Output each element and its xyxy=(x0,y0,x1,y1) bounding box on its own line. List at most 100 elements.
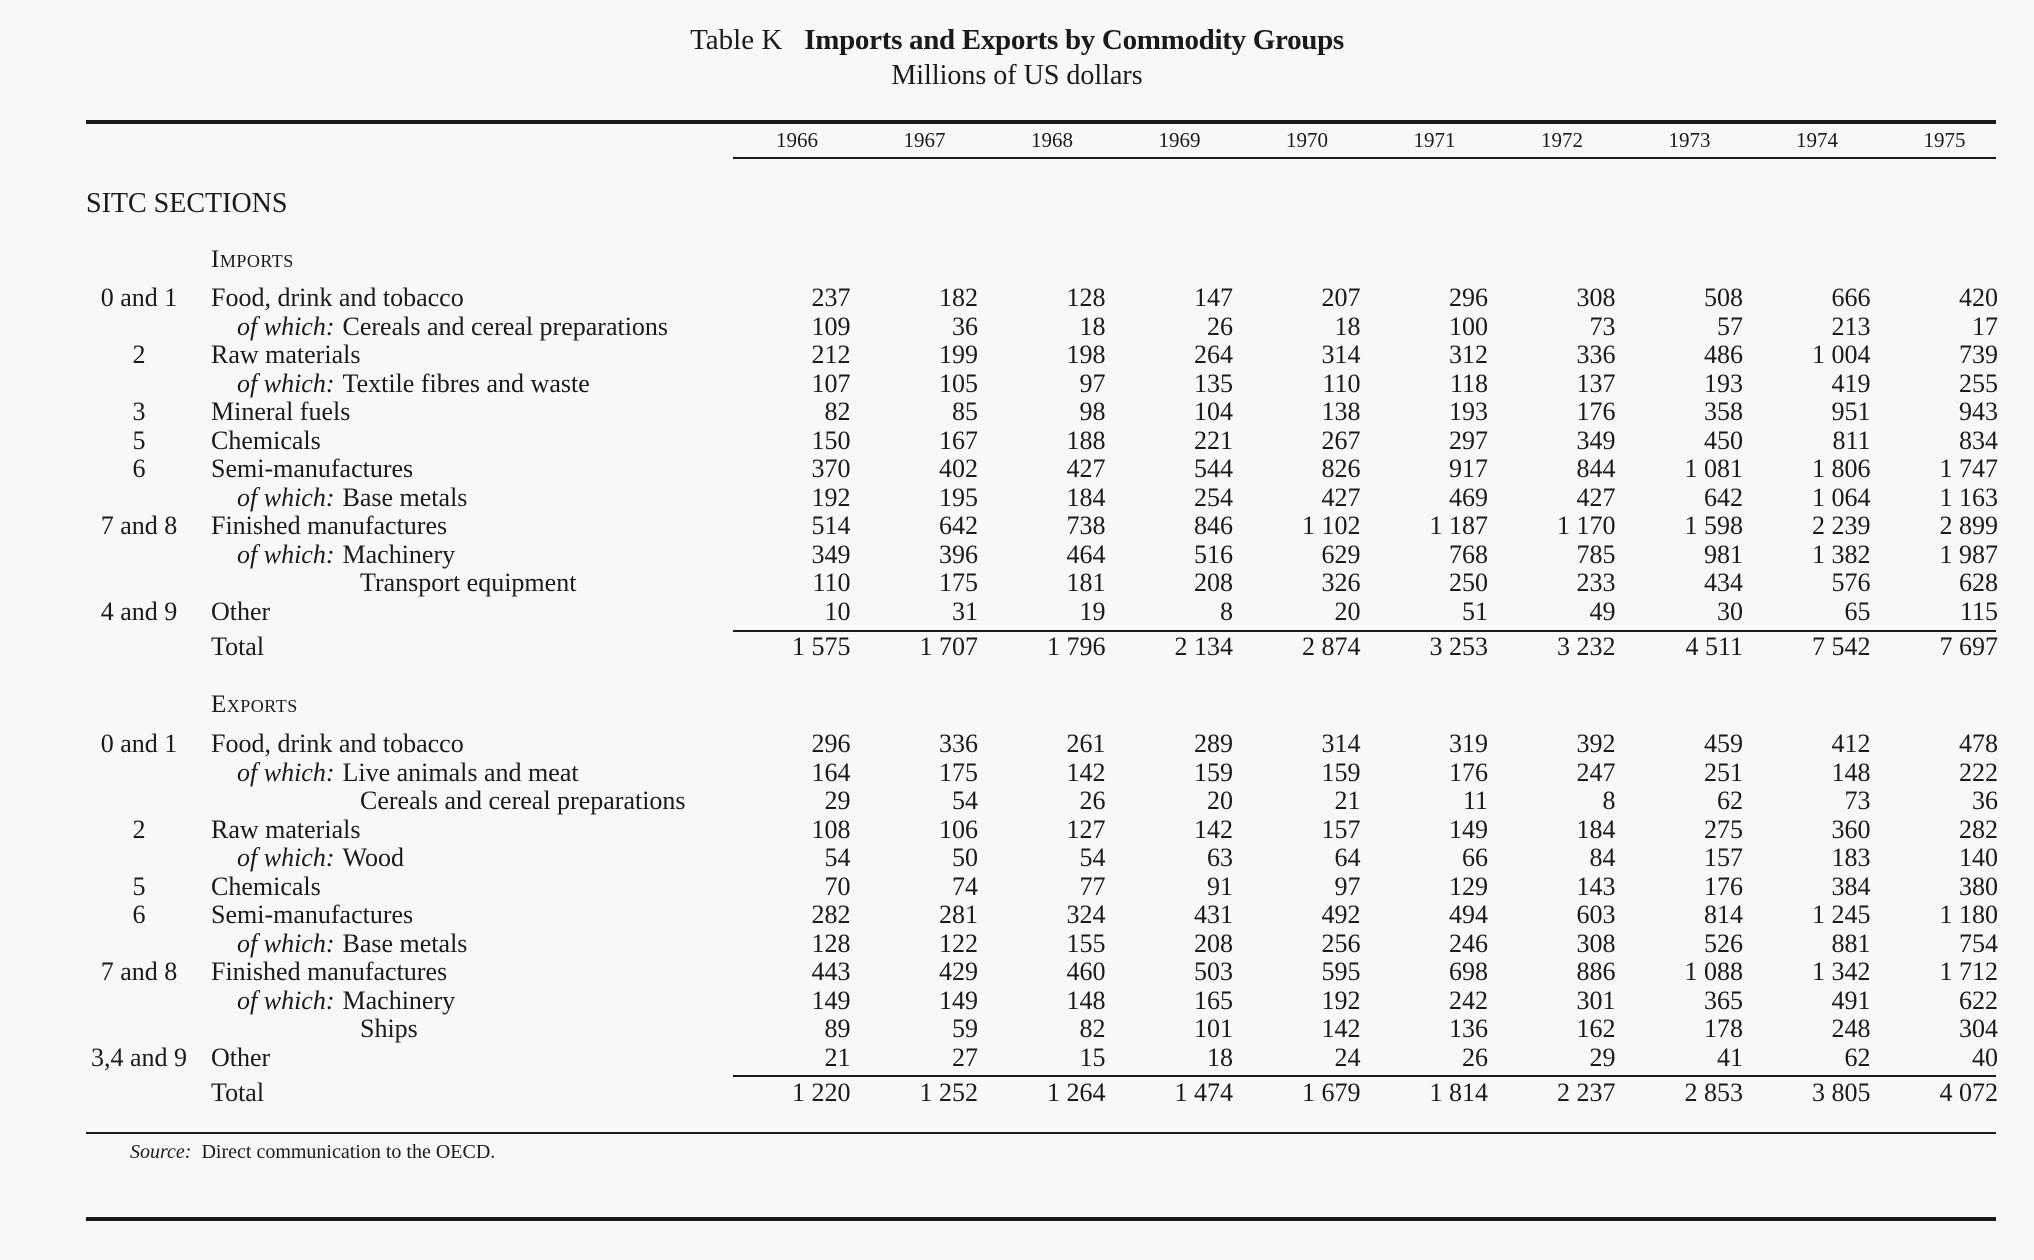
table-cell: 100 xyxy=(1449,311,1488,341)
table-cell: 275 xyxy=(1704,814,1743,844)
table-cell: 254 xyxy=(1194,482,1233,512)
table-row: of which: Base metals 192 195 184 254 427 469 42… xyxy=(0,483,2034,512)
total-cell: 2 853 xyxy=(1684,1078,1744,1107)
table-cell: 1 382 xyxy=(1812,539,1871,569)
table-cell: 127 xyxy=(1066,814,1106,844)
table-cell: 246 xyxy=(1449,928,1488,958)
row-label-text: Other xyxy=(211,596,271,626)
table-cell: 450 xyxy=(1704,425,1743,455)
table-cell: 844 xyxy=(1576,454,1616,483)
total-cell: 4 072 xyxy=(1939,1078,1999,1107)
table-cell: 526 xyxy=(1704,928,1743,958)
table-cell: 296 xyxy=(1449,283,1488,312)
table-cell: 349 xyxy=(811,539,851,569)
table-cell: 40 xyxy=(1972,1042,1998,1072)
table-cell: 1 163 xyxy=(1939,482,1999,512)
table-cell: 208 xyxy=(1194,568,1233,597)
table-cell: 73 xyxy=(1844,786,1871,815)
table-cell: 221 xyxy=(1194,425,1233,455)
table-row: 2 Raw materials 108 106 127 142 157 149 184 275 36… xyxy=(0,815,2034,844)
table-cell: 1 180 xyxy=(1939,900,1999,929)
table-cell: 420 xyxy=(1959,283,1998,312)
sitc-code: 3,4 and 9 xyxy=(90,1042,188,1072)
table-cell: 74 xyxy=(952,871,978,901)
sitc-code: 2 xyxy=(132,814,146,844)
table-cell: 233 xyxy=(1576,568,1616,597)
table-cell: 2 239 xyxy=(1812,511,1871,540)
table-cell: 135 xyxy=(1194,368,1233,398)
table-cell: 181 xyxy=(1066,568,1106,597)
row-label-text: Raw materials xyxy=(211,340,361,369)
total-cell: 2 134 xyxy=(1174,632,1234,661)
table-row: Ships 89 59 82 101 142 136 162 178 248 304 xyxy=(0,1014,2034,1043)
year-header-rule xyxy=(733,157,1996,159)
table-cell: 18 xyxy=(1334,311,1361,341)
table-cell: 429 xyxy=(939,957,978,986)
table-cell: 20 xyxy=(1334,596,1361,626)
year-header-9: 1975 xyxy=(1923,128,1966,152)
table-cell: 62 xyxy=(1844,1042,1871,1072)
table-cell: 140 xyxy=(1959,843,1998,872)
table-cell: 162 xyxy=(1576,1014,1616,1043)
table-cell: 811 xyxy=(1832,425,1871,455)
table-cell: 282 xyxy=(811,900,851,929)
row-label: Finished manufactures xyxy=(211,511,447,540)
row-label: Other xyxy=(211,597,270,626)
table-cell: 296 xyxy=(811,729,851,758)
of-which-prefix: of which: xyxy=(237,368,335,398)
table-cell: 192 xyxy=(1321,985,1361,1015)
table-cell: 1 081 xyxy=(1684,454,1744,483)
total-cell: 1 679 xyxy=(1302,1078,1361,1107)
sitc-code: 5 xyxy=(132,871,146,901)
table-cell: 492 xyxy=(1321,900,1361,929)
sitc-code: 7 and 8 xyxy=(100,957,178,986)
table-cell: 106 xyxy=(939,814,978,844)
table-cell: 494 xyxy=(1449,900,1488,929)
table-cell: 402 xyxy=(939,454,978,483)
row-label-text: Transport equipment xyxy=(360,568,577,597)
row-label: Food, drink and tobacco xyxy=(211,283,464,312)
table-cell: 128 xyxy=(1066,283,1106,312)
table-cell: 443 xyxy=(811,957,851,986)
table-cell: 247 xyxy=(1576,757,1616,787)
table-row: of which: Machinery 149 149 148 165 192 242 301 3… xyxy=(0,986,2034,1015)
table-cell: 193 xyxy=(1449,397,1488,426)
table-cell: 15 xyxy=(1079,1042,1106,1072)
sitc-code: 7 and 8 xyxy=(100,511,178,540)
row-label-text: Food, drink and tobacco xyxy=(211,729,464,758)
table-cell: 242 xyxy=(1449,985,1488,1015)
table-cell: 392 xyxy=(1576,729,1616,758)
table-cell: 193 xyxy=(1704,368,1743,398)
table-cell: 8 xyxy=(1602,786,1616,815)
table-row: 7 and 8 Finished manufactures 443 429 460 503… xyxy=(0,957,2034,986)
table-cell: 184 xyxy=(1576,814,1616,844)
table-cell: 149 xyxy=(939,985,978,1015)
table-cell: 184 xyxy=(1066,482,1106,512)
table-row: of which: Cereals and cereal preparations… xyxy=(0,312,2034,341)
table-cell: 176 xyxy=(1449,757,1488,787)
table-cell: 1 598 xyxy=(1684,511,1744,540)
sitc-code: 6 xyxy=(132,454,146,483)
row-label-text: Wood xyxy=(342,843,404,872)
table-cell: 358 xyxy=(1704,397,1743,426)
table-cell: 1 987 xyxy=(1939,539,1999,569)
table-cell: 142 xyxy=(1066,757,1106,787)
of-which-prefix: of which: xyxy=(237,311,335,341)
table-title: Table K Imports and Exports by Commodity … xyxy=(0,22,2034,58)
table-row: Transport equipment 110 175 181 208 326 250 233… xyxy=(0,568,2034,597)
table-cell: 642 xyxy=(939,511,978,540)
table-cell: 82 xyxy=(824,397,851,426)
table-cell: 208 xyxy=(1194,928,1233,958)
table-cell: 370 xyxy=(811,454,851,483)
table-cell: 434 xyxy=(1704,568,1743,597)
table-cell: 122 xyxy=(939,928,978,958)
imports-heading: Imports xyxy=(211,246,294,273)
table-cell: 981 xyxy=(1704,539,1743,569)
table-cell: 222 xyxy=(1959,757,1998,787)
year-header-7: 1973 xyxy=(1668,128,1711,152)
table-cell: 27 xyxy=(952,1042,978,1072)
row-label-text: Live animals and meat xyxy=(342,757,579,787)
of-which-prefix: of which: xyxy=(237,482,335,512)
table-cell: 110 xyxy=(1322,368,1361,398)
table-cell: 29 xyxy=(1589,1042,1616,1072)
